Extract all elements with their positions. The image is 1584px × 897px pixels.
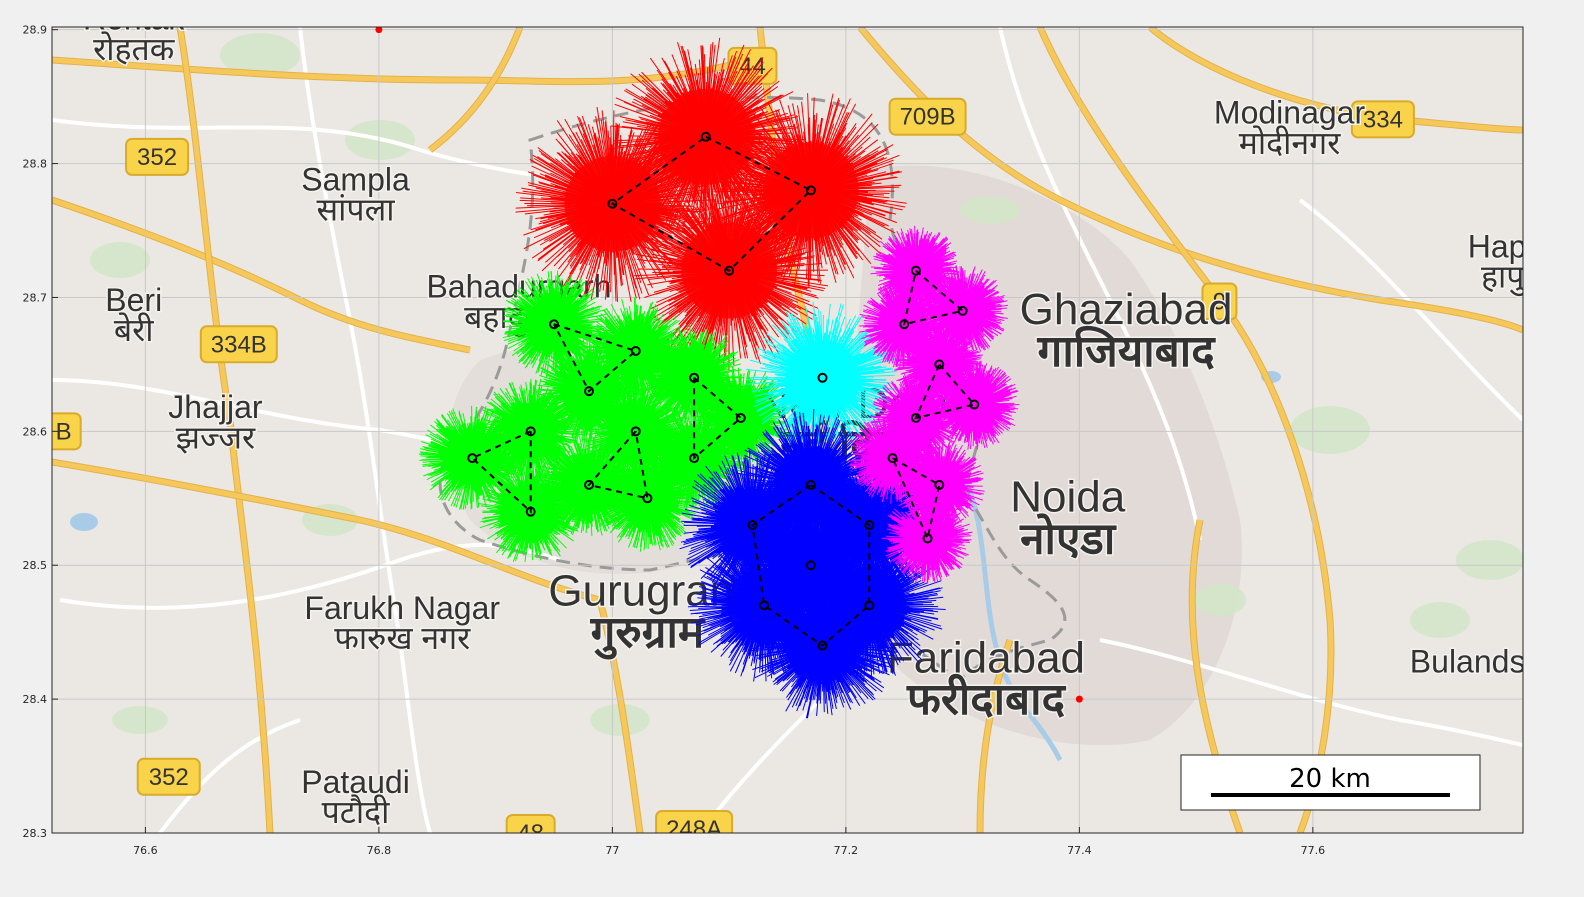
highway-shield-label: 334 (1363, 106, 1403, 133)
city-name-hi: गुरुग्राम (590, 608, 706, 660)
x-tick-label: 77.4 (1067, 844, 1092, 857)
highway-shield: 352 (138, 759, 200, 795)
y-tick-label: 28.7 (23, 291, 48, 304)
park-area (1290, 406, 1370, 454)
city-label: Bulandshahr (1410, 643, 1584, 679)
cluster-core (941, 289, 985, 333)
highway-shield-label: 352 (137, 144, 177, 171)
city-name-hi: पटौदी (322, 794, 391, 830)
city-name-hi: झज्जर (176, 419, 256, 455)
y-tick-label: 28.8 (23, 158, 48, 171)
highway-shield-label: 248A (666, 816, 722, 843)
park-area (960, 196, 1020, 224)
y-tick-label: 28.3 (23, 827, 48, 840)
red-point-marker (1076, 696, 1083, 703)
x-tick-label: 76.6 (133, 844, 158, 857)
x-tick-label: 77.2 (834, 844, 859, 857)
y-tick-label: 28.9 (23, 24, 48, 37)
cluster-core (906, 516, 950, 560)
x-tick-label: 77 (605, 844, 619, 857)
highway-shield-label: 709B (900, 104, 956, 131)
scale-bar: 20 km (1181, 755, 1480, 810)
highway-shield: 352 (126, 139, 188, 175)
park-area (90, 242, 150, 278)
cluster-core (917, 463, 961, 507)
city-name-hi: सांपला (316, 192, 395, 228)
city-name-hi: फारुख नगर (334, 620, 471, 656)
highway-shield: 709B (890, 99, 966, 135)
water-body (70, 513, 98, 531)
city-name-hi: गाजियाबाद (1037, 325, 1217, 376)
highway-shield: 248A (656, 811, 732, 847)
park-area (1410, 602, 1470, 638)
scale-bar-label: 20 km (1289, 764, 1371, 794)
x-tick-label: 76.8 (367, 844, 392, 857)
highway-shield-label: B (56, 418, 72, 445)
cluster-core (786, 341, 860, 415)
park-area (1456, 540, 1524, 580)
city-name-hi: फरीदाबाद (906, 673, 1067, 724)
city-name-hi: रोहतक (93, 31, 176, 67)
city-name-hi: हापुड़ (1481, 259, 1542, 297)
city-name-hi: मोदीनगर (1239, 125, 1341, 161)
cluster-core (447, 432, 499, 484)
highway-shield-label: 352 (149, 764, 189, 791)
y-tick-label: 28.6 (23, 425, 48, 438)
park-area (1194, 584, 1246, 616)
city-name-hi: नोएडा (1019, 512, 1117, 563)
city-name-en: Bulandshahr (1410, 643, 1584, 679)
x-tick-label: 77.6 (1301, 844, 1326, 857)
highway-shield-label: 334B (211, 331, 267, 358)
y-tick-label: 28.4 (23, 693, 48, 706)
city-name-hi: बेरी (114, 312, 154, 348)
y-tick-label: 28.5 (23, 559, 48, 572)
park-area (112, 706, 168, 734)
highway-shield: 334B (201, 326, 277, 362)
cluster-core (774, 528, 848, 602)
